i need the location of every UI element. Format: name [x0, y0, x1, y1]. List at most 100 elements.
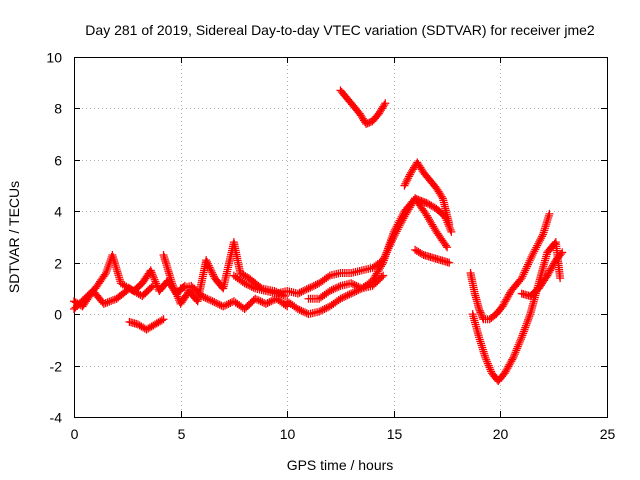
data-point — [500, 369, 509, 378]
data-point — [101, 299, 110, 308]
data-point — [547, 264, 556, 273]
data-point — [516, 335, 525, 344]
data-point — [509, 353, 518, 362]
data-point — [506, 359, 515, 367]
data-point — [515, 338, 524, 347]
data-point — [503, 364, 512, 373]
data-point — [510, 350, 519, 359]
axis-ticks: 0 5 10 15 20 25 -4 -2 0 2 4 6 8 10 — [46, 50, 615, 443]
data-point — [533, 241, 542, 250]
data-point — [240, 279, 249, 288]
data-point — [481, 353, 490, 362]
data-point — [502, 295, 511, 304]
series-sat-b — [70, 281, 157, 311]
data-point — [511, 348, 520, 357]
data-point — [519, 329, 528, 338]
plot-frame — [74, 57, 608, 418]
data-point — [397, 212, 406, 221]
series-sat-e — [176, 281, 292, 313]
data-point — [549, 259, 558, 268]
data-point — [544, 269, 553, 278]
data-point — [530, 247, 539, 256]
data-point — [396, 214, 405, 223]
data-point — [446, 225, 455, 234]
data-point — [445, 220, 454, 229]
data-point — [322, 304, 331, 313]
data-point — [309, 281, 318, 290]
data-point — [548, 263, 557, 271]
data-point — [377, 273, 386, 282]
data-point — [304, 284, 313, 293]
data-point — [148, 270, 157, 279]
data-point — [299, 307, 308, 316]
data-point — [518, 272, 527, 281]
data-point — [306, 283, 315, 292]
data-point — [392, 222, 401, 231]
data-point — [332, 283, 341, 292]
data-point — [341, 292, 350, 301]
data-point — [513, 342, 522, 351]
data-point — [521, 323, 530, 332]
data-point — [171, 288, 180, 297]
data-point — [485, 363, 494, 372]
series-sat-j — [411, 245, 454, 267]
y-tick-label: 0 — [54, 307, 62, 323]
x-tick-label: 5 — [178, 426, 186, 442]
data-point — [526, 254, 535, 263]
data-point — [169, 283, 178, 292]
data-point — [504, 292, 513, 301]
data-point — [404, 174, 413, 183]
data-point — [516, 337, 525, 346]
data-point — [99, 299, 108, 308]
data-point — [548, 261, 557, 270]
y-axis-title: SDTVAR / TECUs — [6, 181, 22, 293]
data-point — [517, 274, 526, 283]
grid — [74, 57, 607, 417]
data-point — [498, 302, 507, 311]
data-point — [209, 270, 218, 279]
data-point — [556, 274, 565, 283]
series-sat-i — [400, 158, 454, 229]
data-point — [327, 286, 336, 295]
data-point — [295, 288, 304, 297]
data-point — [532, 243, 541, 252]
data-point — [174, 294, 183, 303]
data-point — [171, 286, 180, 295]
data-point — [247, 282, 256, 291]
data-point — [245, 281, 254, 290]
y-tick-label: -4 — [50, 410, 63, 426]
data-point — [204, 261, 213, 270]
series-sat-d — [159, 238, 290, 308]
data-point — [524, 258, 533, 267]
data-point — [265, 298, 274, 307]
data-point — [520, 325, 529, 334]
data-point — [523, 260, 532, 269]
data-point — [201, 293, 210, 302]
data-point — [336, 294, 345, 303]
data-point — [101, 269, 110, 277]
data-point — [324, 272, 333, 281]
data-point — [219, 302, 228, 311]
data-point — [484, 361, 493, 370]
data-point — [523, 317, 532, 326]
data-point — [476, 308, 485, 317]
data-point — [102, 267, 111, 275]
data-point — [249, 283, 258, 292]
data-point — [378, 260, 387, 269]
data-point — [525, 312, 534, 321]
data-point — [391, 224, 400, 233]
data-point — [297, 306, 306, 315]
data-point — [545, 209, 554, 218]
data-point — [520, 268, 529, 277]
data-point — [509, 351, 518, 360]
data-point — [334, 282, 343, 291]
data-point — [503, 293, 512, 302]
data-point — [203, 257, 212, 266]
data-point — [517, 333, 526, 342]
series-sat-g — [283, 194, 452, 319]
series-sat-l — [466, 209, 554, 324]
series-sat-c — [125, 315, 168, 334]
data-point — [308, 282, 317, 291]
data-point — [205, 263, 214, 272]
data-point — [508, 355, 517, 364]
